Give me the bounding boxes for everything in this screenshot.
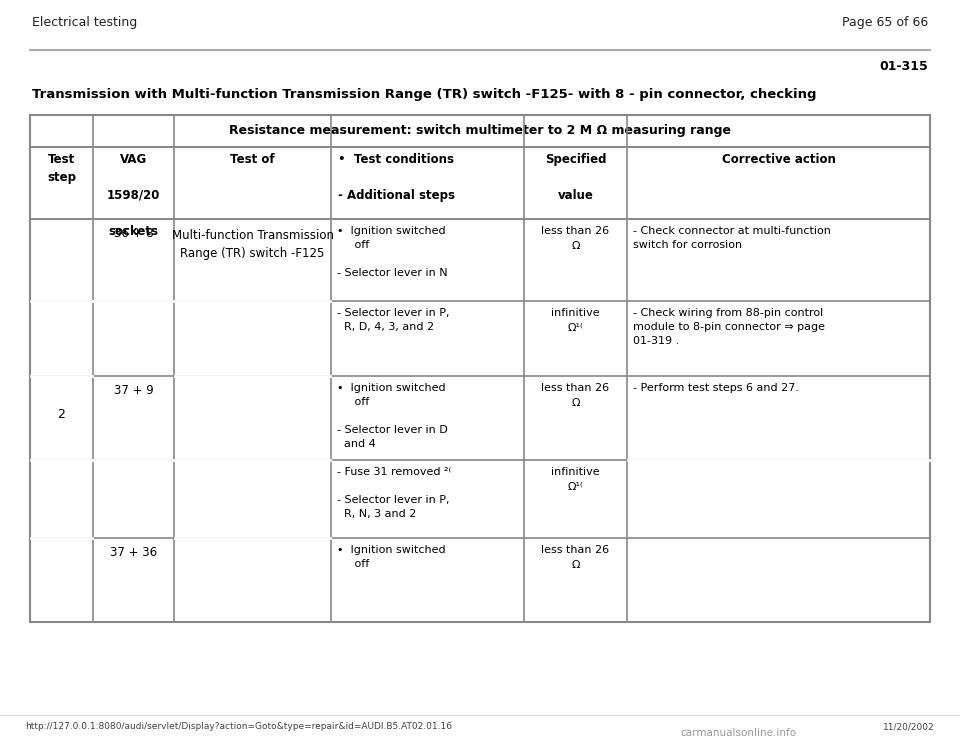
Text: Specified

value: Specified value [544,153,607,202]
Text: carmanualsonline.info: carmanualsonline.info [680,728,796,738]
Bar [30,115,930,147]
Bar [30,115,930,147]
Text: •  Ignition switched
     off

- Selector lever in D
  and 4: • Ignition switched off - Selector lever… [337,383,447,449]
Text: - Check wiring from 88-pin control
module to 8-pin connector ⇒ page
01-319 .: - Check wiring from 88-pin control modul… [633,308,825,346]
Text: 01-315: 01-315 [879,60,928,73]
Text: •  Ignition switched
     off

- Selector lever in N: • Ignition switched off - Selector lever… [337,226,447,278]
Text: less than 26
Ω: less than 26 Ω [541,545,610,570]
Text: 11/20/2002: 11/20/2002 [883,722,935,731]
Bar [30,147,930,219]
Text: 36 + 8: 36 + 8 [113,227,154,240]
Text: 37 + 36: 37 + 36 [110,546,157,559]
Text: - Check connector at multi-function
switch for corrosion: - Check connector at multi-function swit… [633,226,830,250]
Text: VAG

1598/20

sockets: VAG 1598/20 sockets [107,153,160,238]
Text: Test
step: Test step [47,153,76,184]
Text: Page 65 of 66: Page 65 of 66 [842,16,928,29]
Text: •  Ignition switched
     off: • Ignition switched off [337,545,445,569]
Text: Multi-function Transmission
Range (TR) switch -F125: Multi-function Transmission Range (TR) s… [172,229,333,260]
Text: 2: 2 [58,408,65,421]
Text: infinitive
Ω¹⁽: infinitive Ω¹⁽ [551,467,600,492]
Text: 37 + 9: 37 + 9 [113,384,154,397]
Text: - Perform test steps 6 and 27.: - Perform test steps 6 and 27. [633,383,799,393]
Text: Test of: Test of [230,153,275,166]
Text: less than 26
Ω: less than 26 Ω [541,226,610,251]
Text: Resistance measurement: switch multimeter to 2 M Ω measuring range: Resistance measurement: switch multimete… [229,124,731,137]
Text: less than 26
Ω: less than 26 Ω [541,383,610,408]
Text: - Selector lever in P,
  R, D, 4, 3, and 2: - Selector lever in P, R, D, 4, 3, and 2 [337,308,449,332]
Text: Corrective action: Corrective action [722,153,835,166]
Bar [30,147,930,219]
Text: http://127.0.0.1:8080/audi/servlet/Display?action=Goto&type=repair&id=AUDI.B5.AT: http://127.0.0.1:8080/audi/servlet/Displ… [25,722,452,731]
Text: Electrical testing: Electrical testing [32,16,137,29]
Text: •  Test conditions

- Additional steps: • Test conditions - Additional steps [338,153,455,202]
Bar [30,115,930,622]
Text: infinitive
Ω¹⁽: infinitive Ω¹⁽ [551,308,600,333]
Text: Transmission with Multi-function Transmission Range (TR) switch -F125- with 8 - : Transmission with Multi-function Transmi… [32,88,817,101]
Text: - Fuse 31 removed ²⁽

- Selector lever in P,
  R, N, 3 and 2: - Fuse 31 removed ²⁽ - Selector lever in… [337,467,451,519]
